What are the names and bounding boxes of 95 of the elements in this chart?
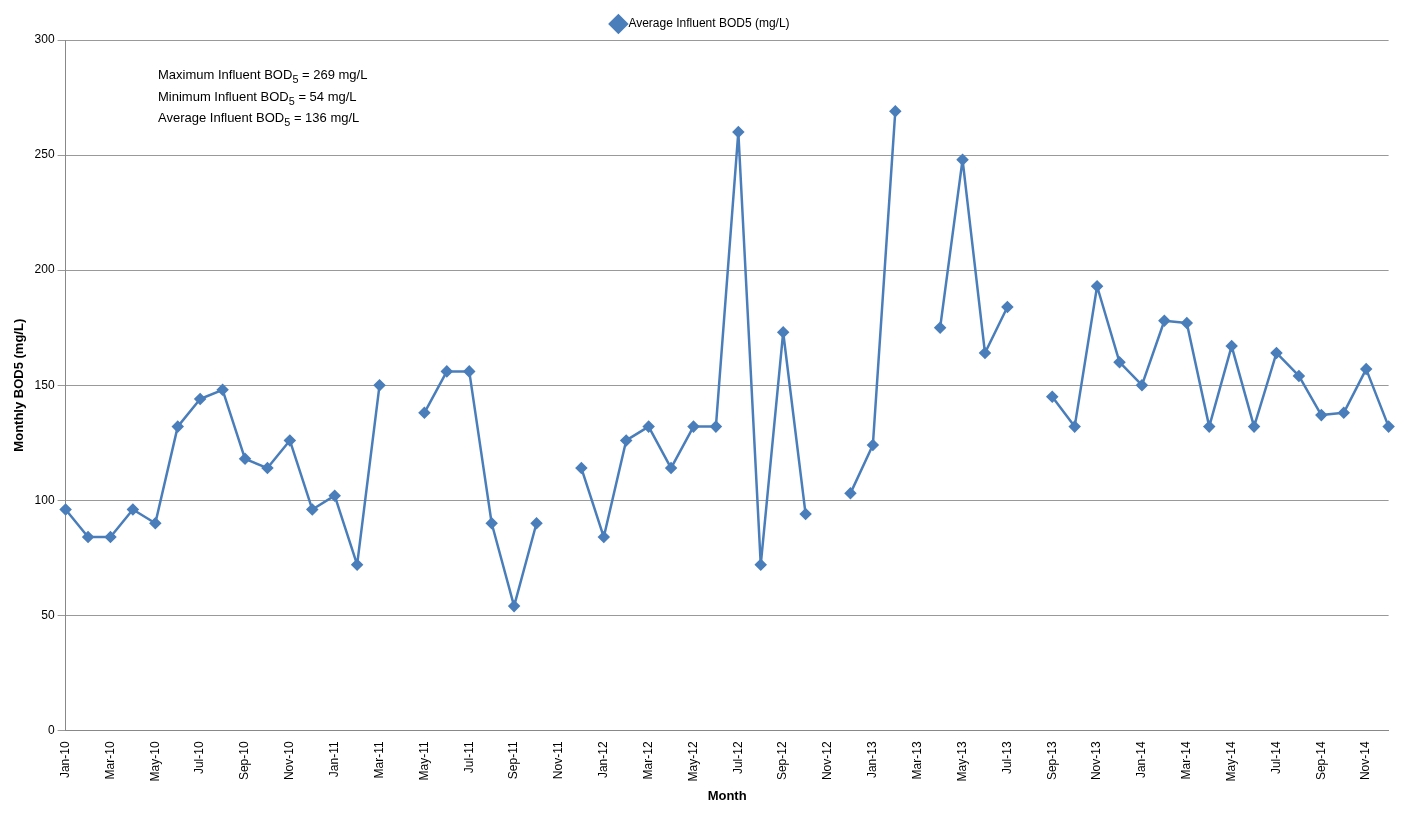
point <box>1293 370 1305 382</box>
point <box>530 517 543 530</box>
point <box>1338 407 1350 419</box>
point <box>216 384 229 396</box>
x-tick-label: Nov-10 <box>282 741 297 781</box>
x-tick-label: Sep-10 <box>237 741 252 781</box>
x-tick-label: Jan-14 <box>1134 741 1149 779</box>
x-tick-label: Jul-12 <box>730 741 745 775</box>
point <box>642 420 655 433</box>
point <box>306 503 319 516</box>
point <box>934 321 946 334</box>
point <box>844 487 857 500</box>
point <box>620 434 632 447</box>
x-tick-label: Jul-13 <box>999 741 1014 775</box>
point <box>1158 315 1171 327</box>
point <box>665 462 677 474</box>
point <box>1360 363 1372 375</box>
x-tick-label: Mar-14 <box>1179 741 1194 780</box>
point <box>373 379 386 391</box>
x-tick-label: Nov-13 <box>1089 741 1104 781</box>
point <box>710 420 722 433</box>
point <box>889 105 902 118</box>
x-tick-label: Sep-11 <box>506 741 521 780</box>
point <box>1136 379 1148 391</box>
x-tick-label: Mar-10 <box>102 741 117 780</box>
point <box>867 439 879 451</box>
point <box>1046 390 1058 403</box>
point <box>1315 409 1328 421</box>
point <box>441 365 453 378</box>
point <box>575 462 588 474</box>
x-tick-label: May-11 <box>416 741 431 781</box>
y-tick-label: 150 <box>34 377 55 392</box>
point <box>194 393 206 405</box>
annotation: Maximum Influent BOD$_{5}$ = 269 mg/L <box>158 66 368 87</box>
point <box>1001 301 1014 313</box>
annotation: Minimum Influent BOD$_{5}$ = 54 mg/L <box>158 87 358 109</box>
annotation: Average Influent BOD$_{5}$ = 136 mg/L <box>158 109 361 130</box>
x-tick-label: Mar-11 <box>371 741 386 779</box>
point <box>239 453 251 465</box>
point <box>979 347 991 359</box>
point <box>328 489 341 502</box>
point <box>687 420 700 433</box>
point <box>1181 317 1193 329</box>
point <box>463 365 475 378</box>
point <box>418 407 431 419</box>
x-tick-label: May-14 <box>1223 741 1238 782</box>
legend-label: Average Influent BOD5 (mg/L) <box>628 16 790 31</box>
point <box>755 558 767 571</box>
point <box>1203 420 1215 433</box>
x-tick-label: May-10 <box>147 741 162 782</box>
x-tick-label: Jan-10 <box>57 741 72 779</box>
point <box>1113 356 1126 368</box>
x-tick-label: Jan-11 <box>327 741 342 778</box>
point <box>1068 420 1081 433</box>
y-tick-label: 100 <box>34 492 55 507</box>
x-tick-label: Sep-14 <box>1313 741 1328 781</box>
point <box>149 517 162 530</box>
y-tick-label: 300 <box>34 32 55 47</box>
point <box>508 600 520 612</box>
x-tick-label: Jul-14 <box>1268 741 1283 775</box>
x-tick-label: Jul-10 <box>192 741 207 775</box>
point <box>261 462 274 474</box>
x-tick-label: Mar-12 <box>640 741 655 780</box>
x-tick-label: Sep-12 <box>775 741 790 781</box>
y-tick-label: 250 <box>34 147 55 162</box>
y-tick-label: 0 <box>47 722 55 737</box>
y-tick-label: 200 <box>34 262 55 277</box>
x-tick-label: Jul-11 <box>461 741 476 774</box>
point <box>284 434 296 447</box>
x-tick-label: Jan-12 <box>596 741 611 779</box>
point <box>1091 280 1103 292</box>
x-tick-label: Sep-13 <box>1044 741 1059 781</box>
point <box>598 531 610 543</box>
x-tick-label: Nov-11 <box>551 741 566 780</box>
point <box>799 508 812 520</box>
point <box>171 420 184 433</box>
y-axis-title: Monthly BOD5 (mg/L) <box>11 318 27 452</box>
point <box>485 517 498 530</box>
x-tick-label: May-12 <box>685 741 700 782</box>
x-tick-label: Nov-14 <box>1358 741 1373 781</box>
point <box>732 126 745 138</box>
point <box>956 153 969 166</box>
y-tick-label: 50 <box>41 607 55 622</box>
x-tick-label: Mar-13 <box>910 741 925 780</box>
x-axis-title: Month <box>707 787 747 803</box>
x-tick-label: May-13 <box>954 741 969 782</box>
point <box>1248 420 1260 433</box>
point <box>127 503 139 516</box>
x-tick-label: Jan-13 <box>865 741 880 779</box>
x-tick-label: Nov-12 <box>820 741 835 781</box>
point <box>1270 347 1283 359</box>
point <box>82 531 94 543</box>
point <box>1382 420 1395 433</box>
point <box>104 531 117 543</box>
point <box>1225 340 1238 352</box>
